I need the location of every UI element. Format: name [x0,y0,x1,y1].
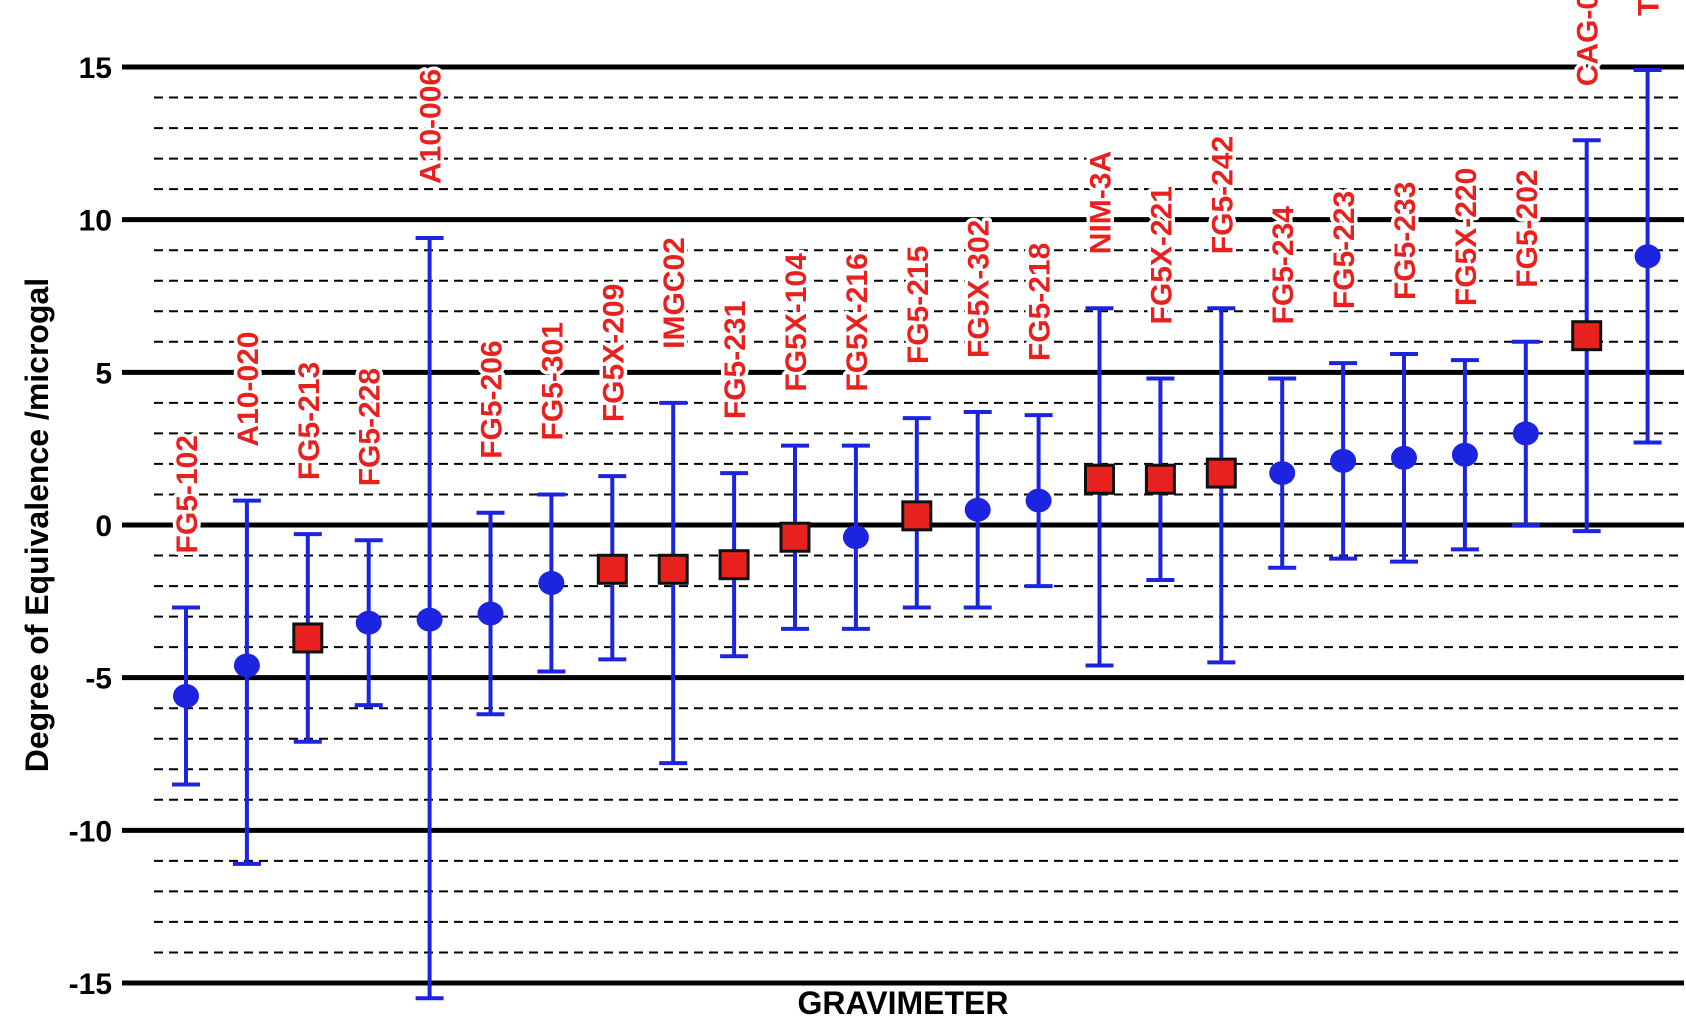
data-point-square [718,549,750,581]
data-point-circle [416,607,443,632]
y-tick-label: -15 [69,968,112,1001]
data-point-square [1144,463,1176,495]
grid [122,64,1684,986]
error-bar [232,498,261,866]
data-point-square [1571,320,1603,352]
y-tick-label: -10 [69,815,112,848]
gravimeter-label: FG5X-104 [780,253,813,392]
data-point-square [901,500,933,532]
gravimeter-label: FG5-223 [1328,191,1361,309]
data-point-circle [233,653,260,678]
gravimeter-label: FG5-102 [171,435,204,553]
gravimeter-label: T-2 [1633,0,1666,16]
data-point-square [292,622,324,654]
y-tick-label: -5 [85,663,112,696]
gravimeter-label: CAG-01 [1572,0,1605,86]
data-point-square [657,553,689,585]
gravimeter-label: FG5X-220 [1450,168,1483,306]
gravimeter-label: FG5-202 [1511,169,1544,287]
data-point-circle [1451,442,1478,467]
gravimeter-label: FG5X-209 [597,284,630,422]
gravimeter-label: FG5-206 [476,340,509,458]
gravimeter-label: FG5X-302 [963,220,996,358]
y-axis: 15 10 5 0 -5 -10 -15 [69,52,112,1001]
gravimeter-label: FG5X-221 [1145,186,1178,324]
gravimeter-label: FG5-228 [354,368,387,486]
data-point-circle [1269,461,1296,486]
y-axis-title: Degree of Equivalence /microgal [19,278,55,772]
error-bars [172,68,1662,1001]
gravimeter-label: A10-020 [232,331,265,446]
gravimeter-label: FG5-215 [902,246,935,364]
data-point-square [596,553,628,585]
data-point-circle [842,525,869,550]
gravimeter-label: FG5-231 [719,301,752,419]
y-tick-label: 10 [79,205,112,238]
y-tick-label: 15 [79,52,112,85]
data-point-circle [1025,488,1052,513]
x-axis-title: GRAVIMETER [798,985,1009,1019]
gravimeter-label: FG5-213 [293,362,326,480]
gravimeter-label: IMGC02 [658,237,691,349]
data-point-circle [173,683,199,708]
gravimeter-label: NIM-3A [1085,151,1118,254]
y-tick-label: 5 [95,357,112,390]
data-point-square [779,521,811,553]
data-point-circle [1330,448,1357,473]
gravimeter-label: FG5-218 [1024,243,1057,361]
data-point-circle [477,601,504,626]
data-point-circle [1391,445,1417,470]
data-point-circle [355,610,382,635]
gravimeter-label: FG5-234 [1267,206,1300,325]
data-point-circle [1512,421,1539,446]
gravimeter-label: FG5-242 [1206,136,1239,254]
data-point-circle [1634,244,1661,269]
data-point-circle [538,571,565,596]
markers [173,244,1661,708]
gravimeter-label: FG5-233 [1389,182,1422,300]
point-labels: FG5-102 A10-020 FG5-213 FG5-228 A10-006 FG5-2… [168,0,1670,557]
data-point-square [1084,463,1115,495]
data-point-square [1205,457,1237,489]
gravimeter-label: A10-006 [415,69,448,184]
y-tick-label: 0 [95,510,112,543]
data-point-circle [964,497,991,522]
gravimeter-label: FG5X-216 [841,253,874,391]
gravimeter-label: FG5-301 [536,322,569,440]
